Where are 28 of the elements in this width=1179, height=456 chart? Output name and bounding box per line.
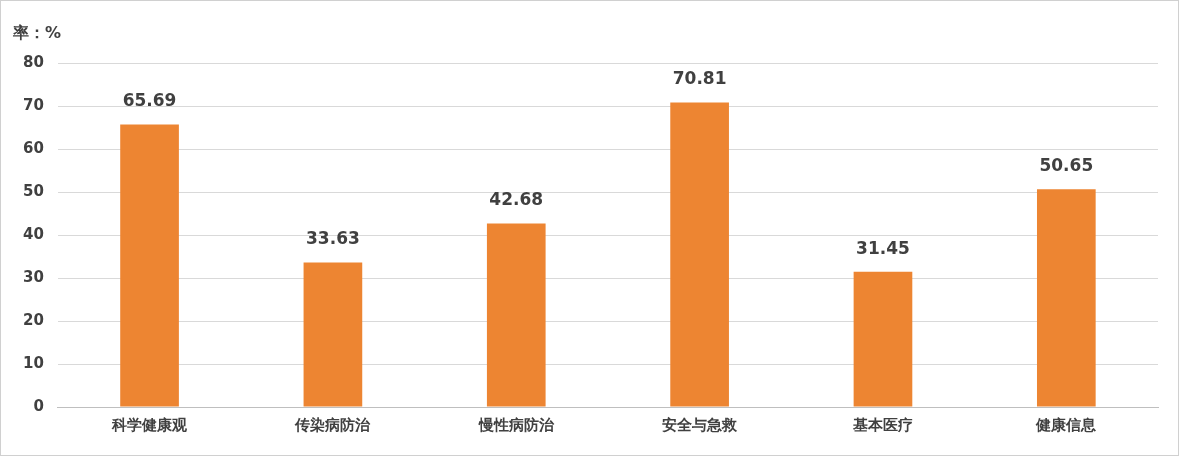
x-tick-label: 慢性病防治 bbox=[477, 415, 555, 434]
bar bbox=[853, 271, 913, 407]
x-tick-label: 安全与急救 bbox=[662, 415, 739, 434]
bar bbox=[303, 262, 363, 407]
y-tick-label: 60 bbox=[23, 138, 44, 157]
y-axis-title: 率：% bbox=[12, 23, 62, 43]
y-tick-label: 20 bbox=[23, 310, 44, 329]
x-tick-label: 传染病防治 bbox=[294, 415, 372, 434]
y-tick-label: 70 bbox=[23, 95, 44, 114]
data-label: 70.81 bbox=[672, 68, 727, 89]
y-tick-label: 50 bbox=[23, 181, 44, 200]
y-tick-label: 10 bbox=[23, 353, 44, 372]
data-label: 42.68 bbox=[489, 189, 544, 210]
x-tick-label: 基本医疗 bbox=[851, 415, 913, 434]
bar bbox=[486, 223, 546, 407]
y-tick-label: 0 bbox=[33, 396, 44, 415]
bar bbox=[120, 124, 179, 407]
y-tick-label: 40 bbox=[23, 224, 44, 243]
data-label: 65.69 bbox=[122, 90, 177, 111]
data-label: 31.45 bbox=[856, 237, 910, 258]
y-tick-label: 80 bbox=[23, 52, 44, 71]
x-tick-label: 健康信息 bbox=[1035, 415, 1098, 434]
x-tick-label: 科学健康观 bbox=[111, 415, 189, 434]
data-label: 50.65 bbox=[1039, 155, 1094, 176]
bar bbox=[1036, 189, 1096, 407]
y-tick-label: 30 bbox=[23, 267, 44, 286]
data-label: 33.63 bbox=[306, 228, 360, 249]
bar bbox=[670, 102, 729, 407]
